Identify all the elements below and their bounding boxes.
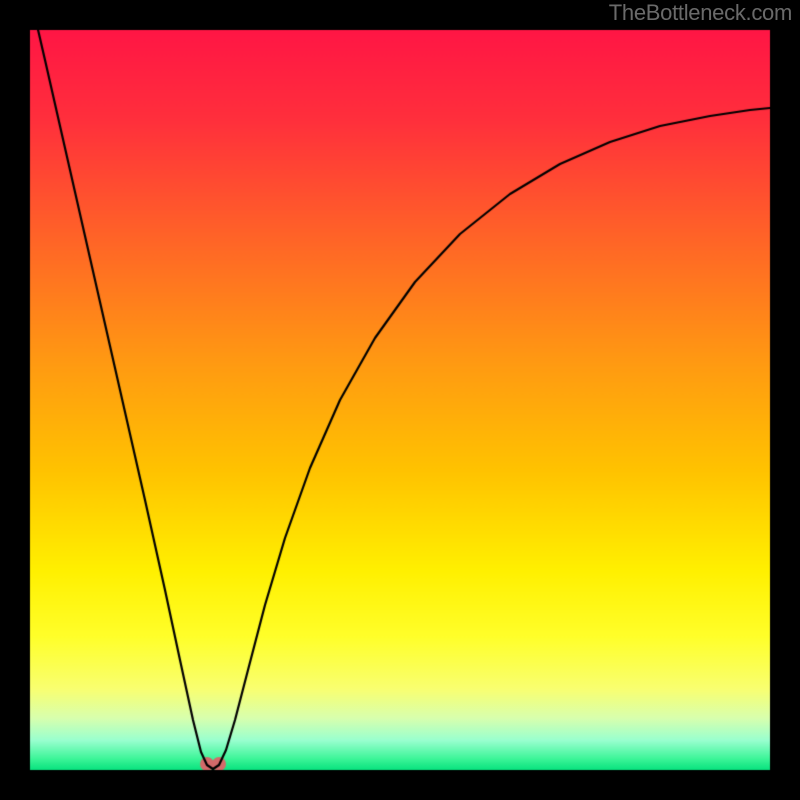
- attribution-text: TheBottleneck.com: [609, 0, 792, 26]
- chart-container: TheBottleneck.com: [0, 0, 800, 800]
- chart-canvas: [0, 0, 800, 800]
